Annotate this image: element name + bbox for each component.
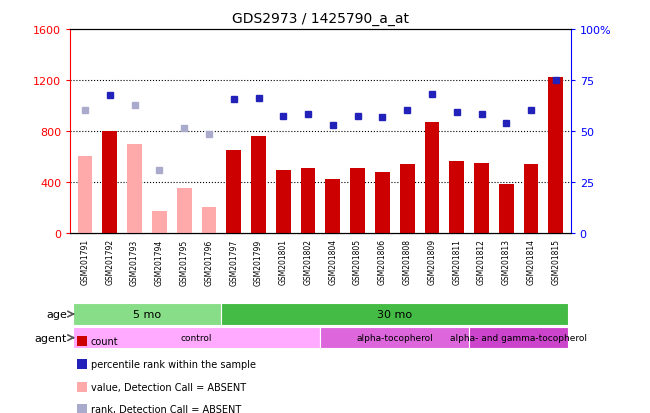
Text: GSM201792: GSM201792 bbox=[105, 239, 114, 285]
Text: agent: agent bbox=[34, 333, 67, 343]
Bar bbox=[276, 171, 291, 233]
Bar bbox=[375, 172, 390, 233]
Bar bbox=[326, 180, 340, 233]
Text: GSM201809: GSM201809 bbox=[428, 239, 436, 285]
Bar bbox=[226, 151, 241, 233]
Bar bbox=[524, 165, 538, 233]
Bar bbox=[400, 165, 415, 233]
Text: GSM201793: GSM201793 bbox=[130, 239, 139, 285]
Bar bbox=[320, 327, 469, 349]
Text: rank, Detection Call = ABSENT: rank, Detection Call = ABSENT bbox=[91, 404, 241, 413]
Bar bbox=[152, 212, 167, 233]
Bar bbox=[350, 169, 365, 233]
Text: age: age bbox=[46, 309, 67, 319]
Text: GSM201795: GSM201795 bbox=[179, 239, 188, 285]
Bar bbox=[127, 144, 142, 233]
Bar bbox=[251, 137, 266, 233]
Bar bbox=[202, 208, 216, 233]
Text: GSM201811: GSM201811 bbox=[452, 239, 462, 285]
Bar bbox=[73, 327, 320, 349]
Text: GSM201797: GSM201797 bbox=[229, 239, 239, 285]
Text: GSM201801: GSM201801 bbox=[279, 239, 288, 285]
Text: 30 mo: 30 mo bbox=[377, 309, 412, 319]
Text: GSM201794: GSM201794 bbox=[155, 239, 164, 285]
Bar bbox=[449, 162, 464, 233]
Text: GSM201813: GSM201813 bbox=[502, 239, 511, 285]
Text: GSM201808: GSM201808 bbox=[402, 239, 411, 285]
Bar bbox=[222, 304, 568, 325]
Text: GSM201805: GSM201805 bbox=[353, 239, 362, 285]
Text: control: control bbox=[181, 333, 213, 342]
Text: GDS2973 / 1425790_a_at: GDS2973 / 1425790_a_at bbox=[232, 12, 409, 26]
Text: alpha- and gamma-tocopherol: alpha- and gamma-tocopherol bbox=[450, 333, 587, 342]
Text: 5 mo: 5 mo bbox=[133, 309, 161, 319]
Bar bbox=[469, 327, 568, 349]
Bar bbox=[103, 131, 117, 233]
Text: GSM201815: GSM201815 bbox=[551, 239, 560, 285]
Text: GSM201812: GSM201812 bbox=[477, 239, 486, 285]
Bar bbox=[474, 164, 489, 233]
Text: GSM201802: GSM201802 bbox=[304, 239, 313, 285]
Bar bbox=[424, 123, 439, 233]
Bar bbox=[177, 188, 192, 233]
Text: percentile rank within the sample: percentile rank within the sample bbox=[91, 359, 256, 369]
Text: count: count bbox=[91, 336, 118, 346]
Text: GSM201804: GSM201804 bbox=[328, 239, 337, 285]
Text: alpha-tocopherol: alpha-tocopherol bbox=[356, 333, 433, 342]
Bar bbox=[549, 78, 564, 233]
Text: value, Detection Call = ABSENT: value, Detection Call = ABSENT bbox=[91, 382, 246, 392]
Text: GSM201799: GSM201799 bbox=[254, 239, 263, 285]
Bar bbox=[77, 157, 92, 233]
Text: GSM201791: GSM201791 bbox=[81, 239, 90, 285]
Bar bbox=[301, 169, 315, 233]
Text: GSM201796: GSM201796 bbox=[205, 239, 213, 285]
Text: GSM201814: GSM201814 bbox=[526, 239, 536, 285]
Bar bbox=[499, 185, 514, 233]
Bar bbox=[73, 304, 222, 325]
Text: GSM201806: GSM201806 bbox=[378, 239, 387, 285]
